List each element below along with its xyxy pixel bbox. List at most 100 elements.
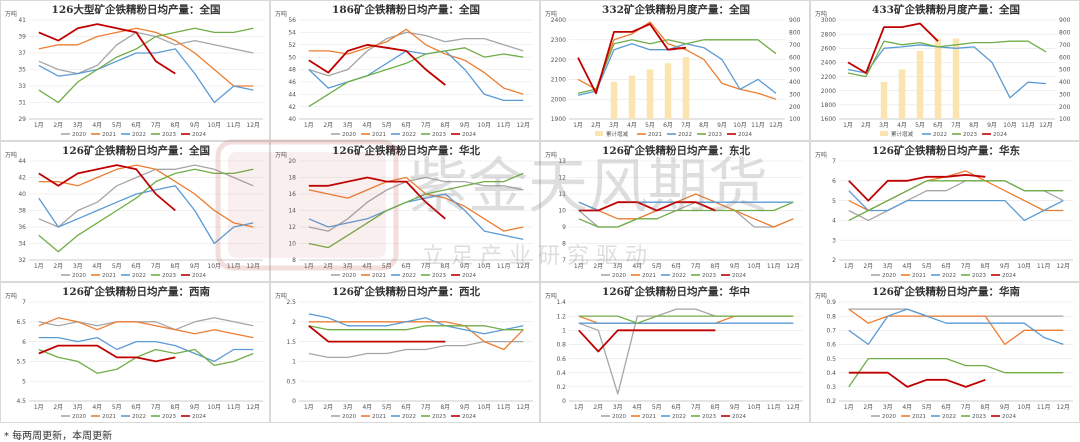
cum-bar — [610, 81, 618, 119]
legend-label: 2023 — [963, 132, 977, 138]
x-tick-label: 11月 — [1037, 404, 1051, 411]
x-tick-label: 3月 — [613, 404, 623, 411]
legend-label: 2020 — [882, 414, 896, 420]
legend-label: 2022 — [942, 414, 956, 420]
chart-title: 126矿企铁精粉日均产量：西南 — [62, 285, 210, 298]
x-tick-label: 8月 — [170, 404, 180, 411]
cum-bar — [916, 50, 924, 119]
y-axis-unit: 万吨 — [545, 151, 557, 159]
y-tick-label: 1.4 — [556, 299, 566, 306]
x-tick-label: 6月 — [401, 263, 411, 270]
x-tick-label: 11月 — [227, 122, 241, 129]
series-line-2024 — [578, 329, 716, 353]
series-line-2023 — [578, 315, 794, 324]
y-tick-label: 50 — [288, 54, 296, 61]
y2-tick-label: 600 — [789, 54, 801, 61]
chart-title: 433矿企铁精粉月度产量：全国 — [872, 3, 1020, 16]
series-line-2021 — [578, 315, 794, 324]
x-tick-label: 1月 — [304, 122, 314, 129]
chart-panel-11: 126矿企铁精粉日均产量：华中 万吨 0 0.2 0.4 0.6 0.8 1 1.2 1.4 1月 2… — [540, 282, 810, 423]
legend-label: 2024 — [1002, 414, 1016, 420]
x-tick-label: 7月 — [961, 263, 971, 270]
x-tick-label: 3月 — [343, 263, 353, 270]
y-tick-label: 0.7 — [826, 327, 836, 334]
y-tick-label: 6.5 — [16, 319, 26, 326]
x-tick-label: 5月 — [112, 404, 122, 411]
series-line-2021 — [578, 193, 794, 228]
y2-tick-label: 200 — [789, 104, 801, 111]
y-tick-label: 29 — [18, 116, 26, 123]
y-axis-unit: 万吨 — [275, 292, 287, 300]
series-line-2022 — [38, 48, 254, 104]
y-tick-label: 2200 — [821, 74, 836, 81]
x-tick-label: 11月 — [497, 404, 511, 411]
series-line-2024 — [308, 43, 446, 86]
legend-label: 2022 — [942, 273, 956, 279]
x-tick-label: 6月 — [671, 263, 681, 270]
x-tick-label: 7月 — [421, 263, 431, 270]
y-tick-label: 2 — [832, 257, 836, 264]
x-tick-label: 12月 — [1039, 122, 1053, 129]
x-tick-label: 5月 — [112, 122, 122, 129]
legend-label: 2021 — [372, 132, 386, 138]
legend-label: 2023 — [162, 273, 176, 279]
legend-label: 2023 — [972, 414, 986, 420]
x-tick-label: 4月 — [92, 122, 102, 129]
legend-label: 2024 — [192, 273, 206, 279]
legend-label: 2022 — [402, 132, 416, 138]
x-tick-label: 12月 — [246, 263, 260, 270]
legend-label: 2022 — [132, 132, 146, 138]
y-tick-label: 37 — [18, 50, 26, 57]
series-line-2023 — [38, 27, 254, 104]
y2-tick-label: 300 — [789, 91, 801, 98]
x-tick-label: 4月 — [362, 404, 372, 411]
x-tick-label: 2月 — [593, 263, 603, 270]
series-line-2023 — [308, 47, 524, 108]
y-tick-label: 2 — [292, 319, 296, 326]
series-line-2024 — [308, 325, 446, 343]
x-tick-label: 11月 — [1037, 263, 1051, 270]
y-tick-label: 0 — [562, 398, 566, 405]
y-axis-unit: 万吨 — [5, 151, 17, 159]
x-tick-label: 12月 — [786, 263, 800, 270]
chart-panel-10: 126矿企铁精粉日均产量：西北 万吨 0 0.5 1 1.5 2 2.5 1月 2月 3月 4月 5月 6… — [270, 282, 540, 423]
y-tick-label: 4.5 — [16, 398, 26, 405]
series-line-2020 — [38, 317, 254, 331]
x-tick-label: 10月 — [207, 263, 221, 270]
legend-label: 2024 — [738, 132, 752, 138]
y-tick-label: 2.5 — [286, 299, 296, 306]
legend-label: 2024 — [732, 273, 746, 279]
y-tick-label: 56 — [288, 17, 296, 24]
chart-panel-7: 126矿企铁精粉日均产量：东北 万吨 7 8 9 10 11 12 13 1月 2月 3月 4月 5月 6月… — [540, 141, 810, 282]
x-tick-label: 6月 — [131, 122, 141, 129]
chart-title: 126矿企铁精粉日均产量：华南 — [872, 285, 1020, 298]
x-tick-label: 5月 — [112, 263, 122, 270]
chart-title: 126大型矿企铁精粉日均产量：全国 — [52, 3, 221, 16]
x-tick-label: 6月 — [131, 263, 141, 270]
x-tick-label: 1月 — [34, 404, 44, 411]
y-tick-label: 12 — [288, 224, 296, 231]
legend-label: 2024 — [993, 132, 1007, 138]
legend-swatch — [880, 131, 888, 136]
cum-bar — [880, 81, 888, 119]
legend-label: 2021 — [648, 132, 662, 138]
x-tick-label: 4月 — [632, 404, 642, 411]
legend-label: 2023 — [432, 414, 446, 420]
x-tick-label: 3月 — [879, 122, 889, 129]
legend-label: 2024 — [462, 132, 476, 138]
x-tick-label: 2月 — [323, 404, 333, 411]
footer-note: * 每两周更新，本周更新 — [4, 431, 113, 442]
y-tick-label: 41 — [18, 17, 26, 24]
x-tick-label: 9月 — [1000, 404, 1010, 411]
chart-panel-12: 126矿企铁精粉日均产量：华南 万吨 0.2 0.3 0.4 0.5 0.6 0.7 0.8 0.… — [810, 282, 1080, 423]
legend-label: 2020 — [342, 273, 356, 279]
series-line-2024 — [847, 22, 939, 74]
series-line-2024 — [848, 174, 986, 202]
x-tick-label: 6月 — [131, 404, 141, 411]
y-tick-label: 6 — [22, 339, 26, 346]
y-tick-label: 40 — [18, 191, 26, 198]
legend-label: 2020 — [612, 414, 626, 420]
legend-label: 2024 — [192, 132, 206, 138]
